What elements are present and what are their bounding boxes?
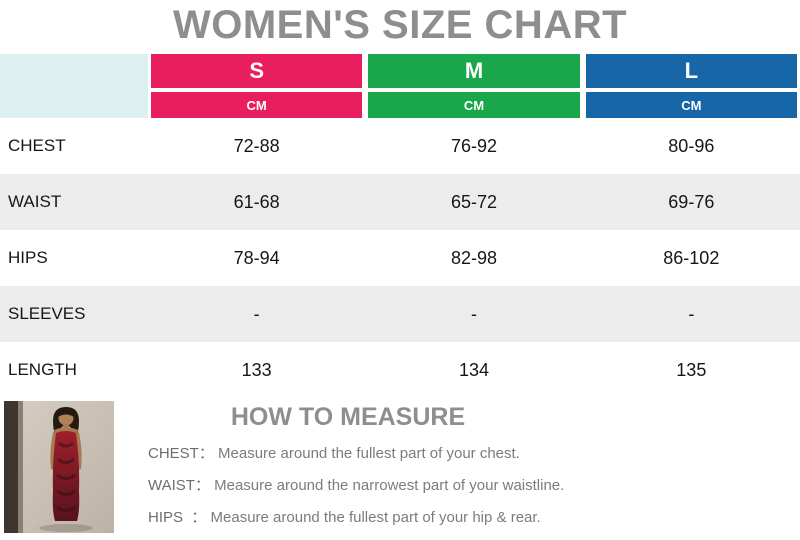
- unit-header-row: CM CM CM: [0, 92, 800, 118]
- measure-label: HIPS ：: [148, 509, 207, 526]
- size-table: S M L CM CM CM CHEST 72-88 76-92 80-96 W…: [0, 54, 800, 398]
- measure-content: HOW TO MEASURE CHEST： Measure around the…: [114, 399, 800, 537]
- cell-value: 86-102: [663, 247, 720, 268]
- table-corner-cell: [0, 54, 148, 118]
- row-label: CHEST: [8, 136, 66, 155]
- model-photo-illustration: [4, 401, 114, 533]
- size-header-l: L: [585, 54, 797, 88]
- table-row-length: LENGTH 133 134 135: [0, 342, 800, 398]
- cell-value: 78-94: [233, 247, 280, 268]
- table-row-sleeves: SLEEVES - - -: [0, 286, 800, 342]
- unit-spacer: [0, 92, 148, 118]
- cell-value: 133: [241, 359, 272, 380]
- cell-value: 69-76: [668, 191, 715, 212]
- cell-value: 61-68: [233, 191, 280, 212]
- unit-cell-s: CM: [151, 92, 363, 118]
- cell-value: 65-72: [450, 191, 498, 212]
- measure-line-hips: HIPS ： Measure around the fullest part o…: [148, 506, 800, 527]
- size-header-s: S: [151, 54, 363, 88]
- row-label: WAIST: [8, 192, 62, 211]
- size-header-row: S M L: [0, 54, 800, 88]
- measure-text: Measure around the narrowest part of you…: [214, 477, 565, 494]
- page-title: WOMEN'S SIZE CHART: [172, 3, 628, 47]
- measure-line-chest: CHEST： Measure around the fullest part o…: [148, 442, 800, 463]
- row-label: HIPS: [8, 248, 48, 267]
- table-row-waist: WAIST 61-68 65-72 69-76: [0, 174, 800, 230]
- measure-label: WAIST：: [148, 477, 210, 494]
- cell-value: -: [688, 303, 695, 324]
- measure-label: CHEST：: [148, 445, 214, 462]
- cell-value: 80-96: [668, 135, 715, 156]
- unit-cell-l: CM: [585, 92, 797, 118]
- size-header-m: M: [368, 54, 580, 88]
- table-row-chest: CHEST 72-88 76-92 80-96: [0, 118, 800, 174]
- cell-value: 134: [458, 359, 490, 380]
- cell-value: 76-92: [450, 135, 498, 156]
- row-label: LENGTH: [8, 360, 77, 379]
- model-photo: [4, 401, 114, 533]
- header-spacer: [0, 54, 148, 88]
- cell-value: 82-98: [450, 247, 498, 268]
- measure-title: HOW TO MEASURE: [230, 403, 466, 431]
- table-row-hips: HIPS 78-94 82-98 86-102: [0, 230, 800, 286]
- measure-text: Measure around the fullest part of your …: [210, 509, 541, 526]
- row-label: SLEEVES: [8, 304, 86, 323]
- measure-text: Measure around the fullest part of your …: [218, 445, 520, 462]
- cell-value: -: [470, 303, 477, 324]
- cell-value: 72-88: [233, 135, 280, 156]
- measure-line-waist: WAIST： Measure around the narrowest part…: [148, 474, 800, 495]
- unit-cell-m: CM: [368, 92, 580, 118]
- how-to-measure-section: HOW TO MEASURE CHEST： Measure around the…: [0, 399, 800, 537]
- cell-value: -: [253, 303, 260, 324]
- cell-value: 135: [676, 359, 707, 380]
